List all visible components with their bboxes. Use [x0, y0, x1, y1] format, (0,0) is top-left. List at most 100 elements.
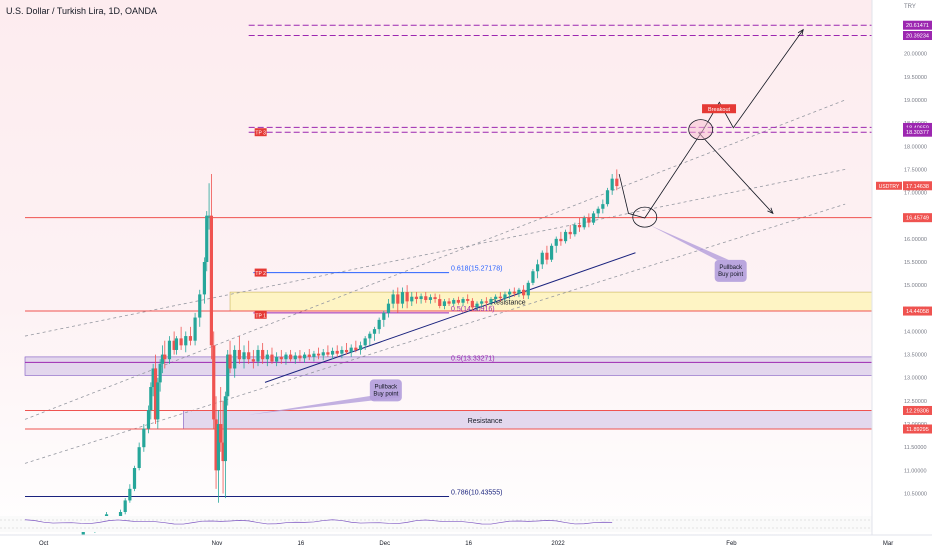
candle-body-41	[233, 349, 237, 369]
time-label-5: 2022	[551, 541, 565, 547]
candle-body-115	[577, 224, 582, 228]
tp-label-bg-0	[254, 128, 267, 137]
candle-body-25	[184, 336, 188, 346]
time-label-1: Nov	[212, 541, 223, 547]
candle-body-72	[377, 319, 381, 330]
candle-body-9	[128, 488, 132, 501]
breakout-label: Breakout	[708, 107, 730, 113]
candle-body-108	[545, 252, 549, 260]
candle-body-98	[498, 296, 502, 299]
candle-body-114	[573, 224, 577, 235]
candle-body-91	[466, 299, 470, 301]
candle-body-19	[160, 354, 165, 364]
candle-body-80	[414, 296, 419, 300]
candle-body-77	[400, 292, 405, 304]
candle-body-38	[223, 396, 227, 462]
projection-arrowhead-0	[797, 28, 804, 36]
price-tick-label-1: 11.00000	[904, 468, 927, 474]
candle-body-70	[368, 333, 372, 339]
candle-body-94	[480, 301, 484, 304]
candle-body-11	[137, 447, 141, 469]
zone-label-2: Resistance	[468, 418, 503, 425]
zone-2	[183, 410, 873, 430]
price-badge-6: 14.44058	[906, 309, 929, 315]
price-axis-bg	[872, 0, 932, 550]
candle-body-60	[321, 352, 325, 356]
candle-body-15	[151, 368, 155, 387]
breakout-label-bg	[702, 104, 737, 114]
candle-body-62	[330, 350, 335, 355]
price-badge-bg-6	[903, 306, 932, 316]
tp-label-0: TP 3	[255, 131, 266, 137]
price-tick-label-19: 20.00000	[904, 52, 927, 58]
candle-body-89	[456, 299, 460, 303]
price-tick-label-14: 17.50000	[904, 167, 927, 173]
candle-body-43	[242, 352, 246, 360]
candle-body-48	[265, 354, 269, 360]
candle-body-58	[312, 353, 316, 357]
price-axis[interactable]: 10.5000011.0000011.5000012.0000012.50000…	[871, 0, 932, 550]
candle-body-63	[335, 350, 339, 354]
time-axis[interactable]: OctNov16Dec162022FebMar16AprMay17Jun16Ju…	[0, 534, 932, 550]
price-tick-label-11: 16.00000	[904, 237, 927, 243]
fib-levels-layer: 0.618(15.27178)0.5(14.30916)0.5(13.33271…	[25, 252, 872, 497]
candle-body-110	[554, 238, 558, 246]
time-axis-bg	[0, 535, 932, 550]
candle-body-10	[132, 468, 137, 489]
candle-body-26	[188, 336, 193, 341]
candle-body-101	[512, 291, 516, 294]
price-tick-label-5: 13.00000	[904, 376, 927, 382]
time-label-2: 16	[298, 541, 305, 547]
candle-body-113	[568, 231, 572, 235]
callout-pointer-0	[649, 224, 729, 260]
price-tick-label-17: 19.00000	[904, 98, 927, 104]
price-badge-bg-3	[903, 127, 932, 137]
candle-body-120	[601, 204, 605, 209]
price-tick-label-7: 14.00000	[904, 329, 927, 335]
candle-body-30	[205, 215, 209, 262]
candle-body-40	[228, 354, 232, 369]
price-badge-4: 17.14638	[906, 184, 929, 190]
candle-body-46	[256, 349, 260, 362]
candle-body-36	[219, 424, 223, 443]
candle-body-82	[424, 296, 428, 300]
candle-body-56	[303, 354, 307, 359]
fib-label-2: 0.5(13.33271)	[451, 355, 495, 362]
oscillator-pane: 100.00	[0, 514, 921, 532]
candle-body-105	[531, 271, 535, 283]
candle-body-27	[193, 317, 197, 341]
trendline	[264, 252, 636, 383]
candle-body-64	[340, 349, 344, 354]
channel-line-1	[24, 169, 846, 337]
candle-body-107	[540, 252, 544, 265]
price-tick-label-10: 15.50000	[904, 260, 927, 266]
candle-body-54	[293, 355, 297, 360]
candle-body-57	[307, 354, 311, 357]
currency-label: TRY	[904, 4, 916, 10]
zone-0	[229, 291, 873, 312]
horizontal-levels-layer	[25, 24, 872, 430]
candle-body-21	[167, 340, 172, 360]
price-tick-label-13: 17.00000	[904, 191, 927, 197]
candle-body-69	[363, 338, 367, 346]
price-tick-label-2: 11.50000	[904, 445, 927, 451]
price-tick-label-0: 10.50000	[904, 491, 927, 497]
candle-body-86	[442, 301, 446, 306]
candle-body-68	[358, 345, 363, 350]
candle-body-117	[587, 218, 591, 223]
candle-body-55	[298, 355, 302, 359]
candle-body-122	[610, 178, 614, 191]
price-badge-bg-7	[903, 405, 932, 415]
time-label-7: Mar	[883, 541, 893, 547]
candle-body-73	[382, 312, 386, 320]
candle-body-23	[174, 338, 179, 350]
tp-label-bg-1	[254, 268, 267, 277]
candle-body-97	[494, 296, 498, 300]
candle-body-28	[198, 294, 202, 318]
candle-body-121	[605, 190, 610, 205]
callout-box-0	[714, 259, 747, 282]
projection-layer	[618, 28, 804, 228]
